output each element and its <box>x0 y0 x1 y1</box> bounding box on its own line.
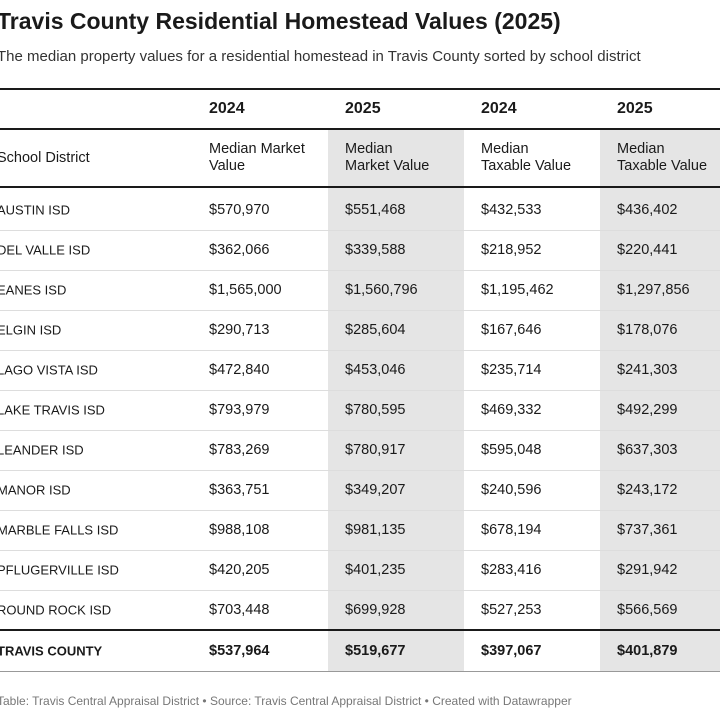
subtitle: The median property values for a residen… <box>0 48 641 65</box>
value-cell: $167,646 <box>481 322 542 338</box>
district-name: LEANDER ISD <box>0 442 84 458</box>
district-name: ROUND ROCK ISD <box>0 602 112 618</box>
rule <box>0 186 720 188</box>
value-cell: $436,402 <box>617 202 678 218</box>
value-cell: $551,468 <box>345 202 406 218</box>
column-header: School District <box>0 150 90 166</box>
column-header: Median Market Value <box>345 141 430 174</box>
footer: Table: Travis Central Appraisal District… <box>0 694 572 708</box>
district-name: PFLUGERVILLE ISD <box>0 562 119 578</box>
row-divider <box>0 350 720 351</box>
value-cell: $566,569 <box>617 602 678 618</box>
value-cell: $793,979 <box>209 402 270 418</box>
value-cell: $981,135 <box>345 522 406 538</box>
value-cell: $218,952 <box>481 242 542 258</box>
value-cell: $1,195,462 <box>481 282 554 298</box>
value-cell: $1,297,856 <box>617 282 690 298</box>
value-cell: $240,596 <box>481 482 542 498</box>
district-name: AUSTIN ISD <box>0 202 70 218</box>
row-divider <box>0 470 720 471</box>
district-name: MARBLE FALLS ISD <box>0 522 119 538</box>
row-divider <box>0 510 720 511</box>
value-cell: $1,560,796 <box>345 282 418 298</box>
total-cell: $537,964 <box>209 643 270 659</box>
value-cell: $432,533 <box>481 202 542 218</box>
value-cell: $362,066 <box>209 242 270 258</box>
value-cell: $290,713 <box>209 322 270 338</box>
column-header: Median Taxable Value <box>481 141 572 174</box>
value-cell: $472,840 <box>209 362 270 378</box>
column-year: 2024 <box>209 100 245 117</box>
column-header: Median Taxable Value <box>617 141 708 174</box>
value-cell: $783,269 <box>209 442 270 458</box>
total-cell: $519,677 <box>345 643 406 659</box>
title: Travis County Residential Homestead Valu… <box>0 8 561 34</box>
value-cell: $469,332 <box>481 402 542 418</box>
total-cell: $397,067 <box>481 643 542 659</box>
value-cell: $363,751 <box>209 482 270 498</box>
row-divider <box>0 390 720 391</box>
value-cell: $527,253 <box>481 602 542 618</box>
value-cell: $283,416 <box>481 562 542 578</box>
rule <box>0 671 720 672</box>
value-cell: $737,361 <box>617 522 678 538</box>
value-cell: $492,299 <box>617 402 678 418</box>
district-name: EANES ISD <box>0 282 67 298</box>
total-cell: $401,879 <box>617 643 678 659</box>
column-year: 2025 <box>617 100 653 117</box>
district-name: LAGO VISTA ISD <box>0 362 98 378</box>
value-cell: $678,194 <box>481 522 542 538</box>
value-cell: $699,928 <box>345 602 406 618</box>
column-year: 2025 <box>345 100 381 117</box>
rule <box>0 128 720 130</box>
district-name: ELGIN ISD <box>0 322 62 338</box>
value-cell: $349,207 <box>345 482 406 498</box>
district-name: DEL VALLE ISD <box>0 242 91 258</box>
row-divider <box>0 230 720 231</box>
column-header: Median Market Value <box>209 141 305 174</box>
rule <box>0 629 720 631</box>
row-divider <box>0 590 720 591</box>
district-name: MANOR ISD <box>0 482 71 498</box>
total-label: TRAVIS COUNTY <box>0 643 103 659</box>
value-cell: $243,172 <box>617 482 678 498</box>
value-cell: $401,235 <box>345 562 406 578</box>
column-shade <box>328 130 464 671</box>
value-cell: $339,588 <box>345 242 406 258</box>
value-cell: $570,970 <box>209 202 270 218</box>
row-divider <box>0 550 720 551</box>
value-cell: $780,595 <box>345 402 406 418</box>
value-cell: $780,917 <box>345 442 406 458</box>
row-divider <box>0 430 720 431</box>
column-year: 2024 <box>481 100 517 117</box>
value-cell: $291,942 <box>617 562 678 578</box>
value-cell: $420,205 <box>209 562 270 578</box>
value-cell: $453,046 <box>345 362 406 378</box>
value-cell: $285,604 <box>345 322 406 338</box>
value-cell: $1,565,000 <box>209 282 282 298</box>
row-divider <box>0 270 720 271</box>
row-divider <box>0 310 720 311</box>
value-cell: $595,048 <box>481 442 542 458</box>
value-cell: $988,108 <box>209 522 270 538</box>
value-cell: $178,076 <box>617 322 678 338</box>
value-cell: $235,714 <box>481 362 542 378</box>
value-cell: $241,303 <box>617 362 678 378</box>
value-cell: $637,303 <box>617 442 678 458</box>
value-cell: $703,448 <box>209 602 270 618</box>
district-name: LAKE TRAVIS ISD <box>0 402 105 418</box>
column-shade <box>600 130 720 671</box>
rule <box>0 88 720 90</box>
value-cell: $220,441 <box>617 242 678 258</box>
